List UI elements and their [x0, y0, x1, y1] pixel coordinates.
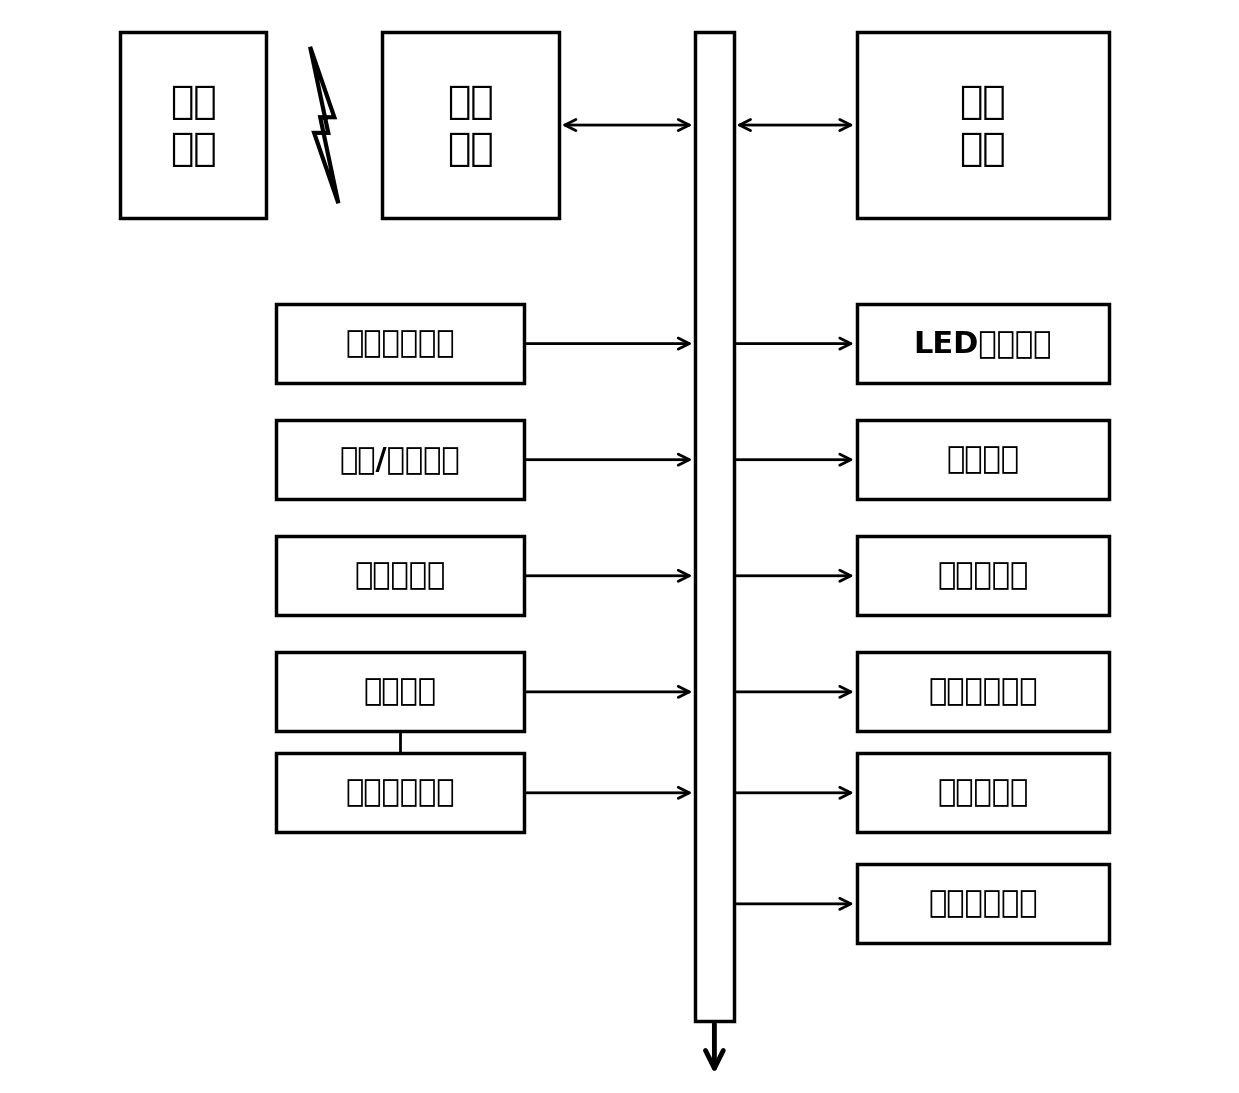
Text: LED指示电路: LED指示电路 [913, 329, 1052, 359]
Bar [856, 865, 1109, 943]
Bar [383, 32, 559, 219]
Text: 自启动开关: 自启动开关 [937, 778, 1028, 808]
Text: 刹车信号检测: 刹车信号检测 [346, 329, 455, 359]
Bar [276, 304, 524, 383]
Bar [856, 653, 1109, 731]
Text: 整车电源开关: 整车电源开关 [928, 678, 1037, 706]
Bar [695, 32, 733, 1021]
Bar [120, 32, 266, 219]
Text: 蓝牙
模块: 蓝牙 模块 [447, 83, 494, 167]
Bar [276, 753, 524, 832]
Text: 微控
制器: 微控 制器 [959, 83, 1006, 167]
Bar [856, 421, 1109, 500]
Bar [856, 753, 1109, 832]
Bar [276, 421, 524, 500]
Text: 报警输出: 报警输出 [947, 445, 1020, 474]
Text: 启动按钮: 启动按钮 [363, 678, 436, 706]
Text: 震动传感器: 震动传感器 [354, 562, 446, 590]
Text: 点火脉冲控制: 点火脉冲控制 [928, 890, 1037, 918]
Text: 方向锁控制: 方向锁控制 [937, 562, 1028, 590]
Bar [856, 537, 1109, 615]
Text: 电源激活单元: 电源激活单元 [346, 778, 455, 808]
Text: 速度/档位检测: 速度/档位检测 [339, 445, 460, 474]
Bar [856, 304, 1109, 383]
Bar [856, 32, 1109, 219]
Text: 智能
终端: 智能 终端 [170, 83, 217, 167]
Bar [276, 537, 524, 615]
Bar [276, 653, 524, 731]
